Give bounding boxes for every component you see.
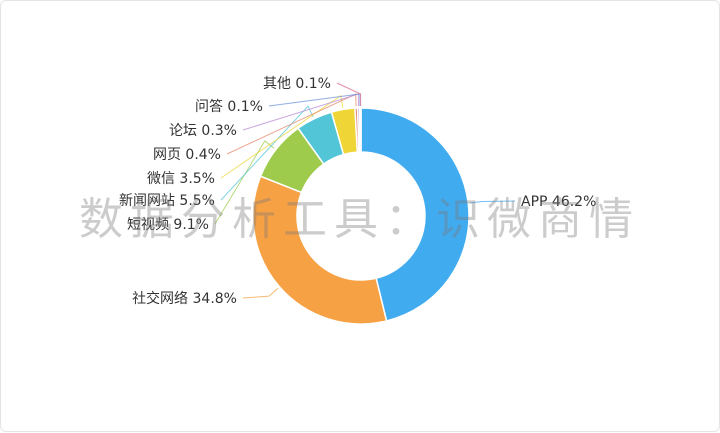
leader-line-2 xyxy=(242,287,279,299)
leader-line-5 xyxy=(220,94,344,179)
donut-slice-9 xyxy=(359,107,362,153)
slice-label-5: 微信 3.5% xyxy=(147,171,215,187)
slice-label-6: 网页 0.4% xyxy=(153,147,221,163)
leader-line-1 xyxy=(470,200,516,204)
slice-labels: APP 46.2% 社交网络 34.8% 短视频 9.1% 新闻网站 5.5% 微信 3… xyxy=(119,76,596,307)
slice-label-8: 问答 0.1% xyxy=(195,98,263,115)
donut-slice-2 xyxy=(252,175,388,325)
slice-label-4: 新闻网站 5.5% xyxy=(119,193,215,209)
slice-label-9: 其他 0.1% xyxy=(263,76,331,92)
slice-label-1: APP 46.2% xyxy=(521,194,596,210)
leader-line-8 xyxy=(268,93,361,107)
leader-lines xyxy=(214,82,516,299)
slice-label-3: 短视频 9.1% xyxy=(127,217,209,233)
leader-line-9 xyxy=(336,82,362,107)
slice-label-7: 论坛 0.3% xyxy=(169,123,237,139)
donut-slices xyxy=(252,107,470,325)
leader-line-4 xyxy=(220,105,314,201)
slice-label-2: 社交网络 34.8% xyxy=(132,290,237,307)
donut-slice-1 xyxy=(360,107,470,322)
